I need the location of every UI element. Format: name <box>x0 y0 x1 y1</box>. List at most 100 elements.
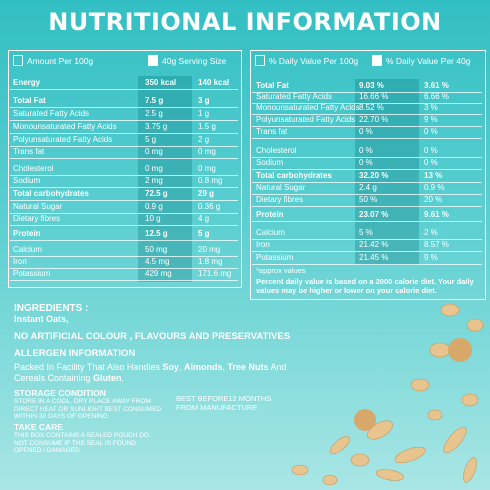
table-row: Iron 4.5 mg 1.8 mg <box>10 256 238 269</box>
cell-value: 0 % <box>359 146 373 155</box>
cell-label: Iron <box>256 240 270 249</box>
table-row: Total Fat 7.5 g 3 g <box>10 95 238 108</box>
cell-value: 350 kcal <box>145 78 177 87</box>
table-row: Sodium 0 % 0 % <box>252 157 482 170</box>
cell-label: Cholesterol <box>13 164 54 173</box>
cell-value: 1 g <box>198 109 210 118</box>
cell-value: 0 % <box>424 158 438 167</box>
approx-note: *approx values <box>256 266 306 275</box>
diet-note: Percent daily value is based on a 2000 c… <box>256 277 474 295</box>
allergen-part: Soy <box>162 362 179 372</box>
cell-label: Monounsaturated Fatty Acids <box>256 103 360 112</box>
cell-label: Trans fat <box>256 127 288 136</box>
cell-label: Calcium <box>13 245 42 254</box>
table-row: Trans fat 0 mg 0 mg <box>10 146 238 159</box>
cell-label: Total carbohydrates <box>256 171 332 180</box>
cell-value: 0 % <box>424 146 438 155</box>
cell-value: 0 % <box>359 158 373 167</box>
table-row: Dietary fibres 50 % 20 % <box>252 194 482 207</box>
left-band <box>138 76 192 282</box>
header-text: % Daily Value Per 100g <box>269 55 359 66</box>
cell-value: 3 g <box>198 96 210 105</box>
cell-value: 1.8 mg <box>198 257 223 266</box>
cell-value: 0.9 % <box>424 183 445 192</box>
cell-value: 5 g <box>198 229 210 238</box>
table-row: Polyunsaturated Fatty Acids 22.70 % 9 % <box>252 114 482 127</box>
cell-label: Protein <box>13 229 41 238</box>
table-row: Monounsaturated Fatty Acids 3.75 g 1.5 g <box>10 121 238 134</box>
cell-label: Natural Sugar <box>256 183 306 192</box>
table-row: Total carbohydrates 72.5 g 29 g <box>10 188 238 201</box>
cell-label: Cholesterol <box>256 146 297 155</box>
cell-value: 2 mg <box>145 176 163 185</box>
cell-label: Natural Sugar <box>13 202 63 211</box>
cell-value: 0.9 g <box>145 202 163 211</box>
table-row: Cholesterol 0 % 0 % <box>252 145 482 158</box>
cell-label: Dietary fibres <box>256 195 304 204</box>
take-care-heading: TAKE CARE <box>14 422 63 432</box>
cell-value: 13 % <box>424 171 443 180</box>
cell-value: 4 g <box>198 214 210 223</box>
right-header-1: % Daily Value Per 100g <box>255 55 358 66</box>
cell-label: Total carbohydrates <box>13 189 89 198</box>
cell-value: 16.66 % <box>359 92 389 101</box>
cell-value: 4.5 mg <box>145 257 170 266</box>
cell-label: Saturated Fatty Acids <box>13 109 90 118</box>
cell-value: 9 % <box>424 115 438 124</box>
header-text: % Daily Value Per 40g <box>386 55 471 66</box>
title: NUTRITIONAL INFORMATION <box>48 8 442 36</box>
cell-label: Saturated Fatty Acids <box>256 92 333 101</box>
cell-value: 3 % <box>424 103 438 112</box>
left-header-2: 40g Serving Size <box>148 55 226 66</box>
ingredients-heading: INGREDIENTS : <box>14 303 89 314</box>
cell-value: 22.70 % <box>359 115 389 124</box>
table-row: Total carbohydrates 32.20 % 13 % <box>252 170 482 183</box>
cell-value: 2.5 g <box>145 109 163 118</box>
cell-value: 21.45 % <box>359 253 389 262</box>
cell-value: 10 g <box>145 214 161 223</box>
allergen-part: . <box>121 373 125 383</box>
allergen-part: Gluten <box>93 373 122 383</box>
table-row: Protein 12.5 g 5 g <box>10 228 238 241</box>
allergen-text: Packed In Facility That Also Handles Soy… <box>14 362 314 384</box>
cell-value: 2 % <box>424 228 438 237</box>
cell-value: 72.5 g <box>145 189 168 198</box>
cell-label: Sodium <box>13 176 41 185</box>
cell-label: Trans fat <box>13 147 45 156</box>
cell-label: Total Fat <box>256 81 289 90</box>
table-row: Calcium 50 mg 20 mg <box>10 244 238 257</box>
cell-value: 0 % <box>359 127 373 136</box>
cell-value: 3.61 % <box>424 81 449 90</box>
cell-value: 0 mg <box>145 164 163 173</box>
ingredients: Instant Oats, <box>14 314 69 324</box>
cell-label: Iron <box>13 257 27 266</box>
cell-value: 50 mg <box>145 245 168 254</box>
take-care-text: THIS BOX CONTAINS A SEALED POUCH DO NOT … <box>14 432 149 454</box>
table-row: Saturated Fatty Acids 2.5 g 1 g <box>10 108 238 121</box>
cell-value: 8.52 % <box>359 103 384 112</box>
table-row: Saturated Fatty Acids 16.66 % 6.66 % <box>252 91 482 104</box>
table-row: Potassium 21.45 % 9 % <box>252 252 482 265</box>
table-row: Total Fat 9.03 % 3.61 % <box>252 80 482 93</box>
table-row: Calcium 5 % 2 % <box>252 227 482 240</box>
cell-label: Polyunsaturated Fatty Acids <box>256 115 356 124</box>
allergen-heading: ALLERGEN INFORMATION <box>14 348 136 359</box>
cell-value: 0 % <box>424 127 438 136</box>
table-row: Trans fat 0 % 0 % <box>252 126 482 139</box>
allergen-part: , <box>222 362 228 372</box>
cell-value: 29 g <box>198 189 215 198</box>
cell-label: Polyunsaturated Fatty Acids <box>13 135 113 144</box>
table-row: Dietary fibres 10 g 4 g <box>10 213 238 226</box>
cell-label: Dietary fibres <box>13 214 61 223</box>
allergen-part: And Cereals Containing <box>14 362 287 383</box>
table-row: Natural Sugar 0.9 g 0.36 g <box>10 201 238 214</box>
cell-value: 21.42 % <box>359 240 389 249</box>
cell-value: 1.5 g <box>198 122 216 131</box>
cell-value: 5 g <box>145 135 157 144</box>
storage-heading: STORAGE CONDITION <box>14 388 106 398</box>
cell-label: Protein <box>256 210 284 219</box>
allergen-part: Tree Nuts <box>227 362 269 372</box>
storage-text: STORE IN A COOL, DRY PLACE AWAY FROM DIR… <box>14 398 162 420</box>
cell-value: 50 % <box>359 195 378 204</box>
